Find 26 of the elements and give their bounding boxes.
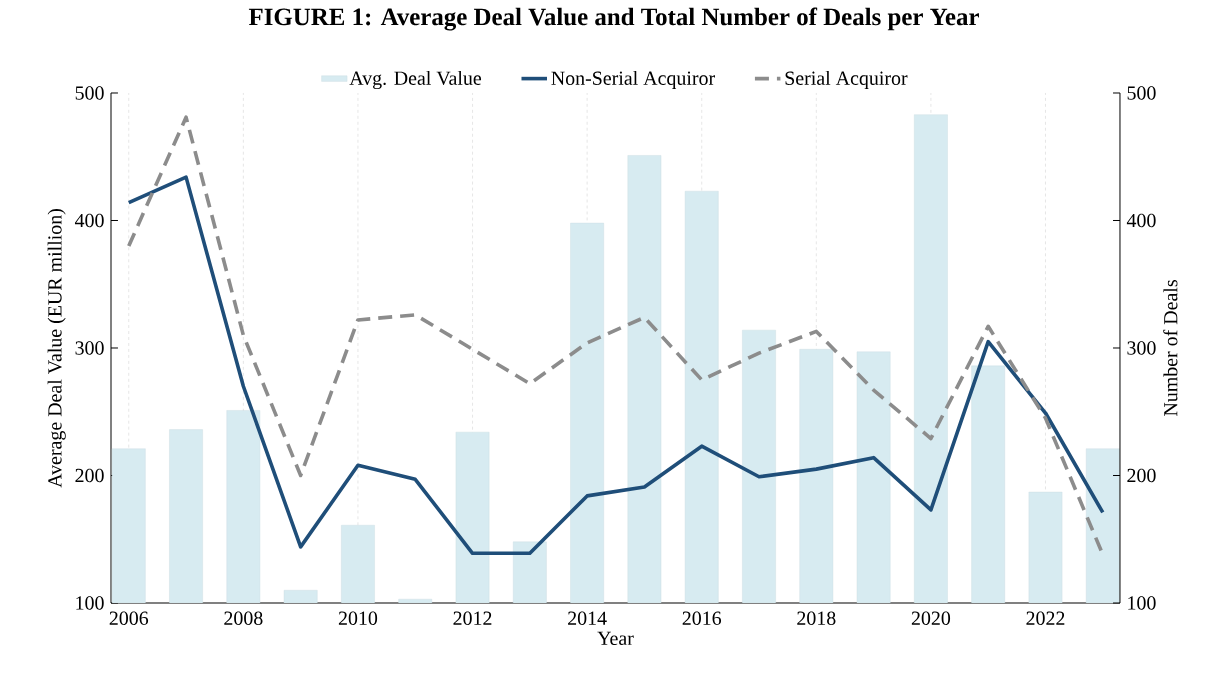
x-tick-label: 2010 bbox=[338, 611, 378, 625]
y2-tick-label: 200 bbox=[1127, 468, 1156, 483]
x-tick-label: 2016 bbox=[682, 611, 722, 625]
x-tick-label: 2020 bbox=[911, 611, 951, 625]
x-tick-label: 2006 bbox=[109, 611, 149, 625]
x-axis-title: Year bbox=[597, 631, 634, 646]
y2-tick-label: 500 bbox=[1127, 86, 1156, 100]
y-tick-label: 500 bbox=[75, 86, 104, 100]
y2-tick-label: 300 bbox=[1127, 341, 1156, 355]
x-tick-label: 2012 bbox=[453, 611, 492, 625]
y-tick-label: 300 bbox=[75, 341, 104, 355]
chart-title: FIGURE 1: Average Deal Value and Total Number of Deals per Year bbox=[248, 7, 979, 31]
y-tick-label: 200 bbox=[75, 468, 104, 483]
y-axis-title: Average Deal Value (EUR million) bbox=[47, 209, 66, 488]
x-tick-label: 2008 bbox=[224, 611, 263, 625]
legend-label: Avg. Deal Value bbox=[349, 70, 482, 90]
y2-tick-label: 100 bbox=[1128, 596, 1156, 610]
x-tick-label: 2022 bbox=[1026, 611, 1065, 625]
y-tick-label: 400 bbox=[74, 213, 104, 228]
y2-axis-title: Number of Deals bbox=[1163, 280, 1178, 417]
y2-tick-label: 400 bbox=[1126, 213, 1156, 228]
legend-label: Serial Acquiror bbox=[785, 70, 908, 89]
y-tick-label: 100 bbox=[76, 596, 104, 610]
legend-label: Non-Serial Acquiror bbox=[551, 70, 715, 89]
x-tick-label: 2014 bbox=[568, 611, 607, 625]
x-tick-label: 2018 bbox=[797, 611, 836, 625]
